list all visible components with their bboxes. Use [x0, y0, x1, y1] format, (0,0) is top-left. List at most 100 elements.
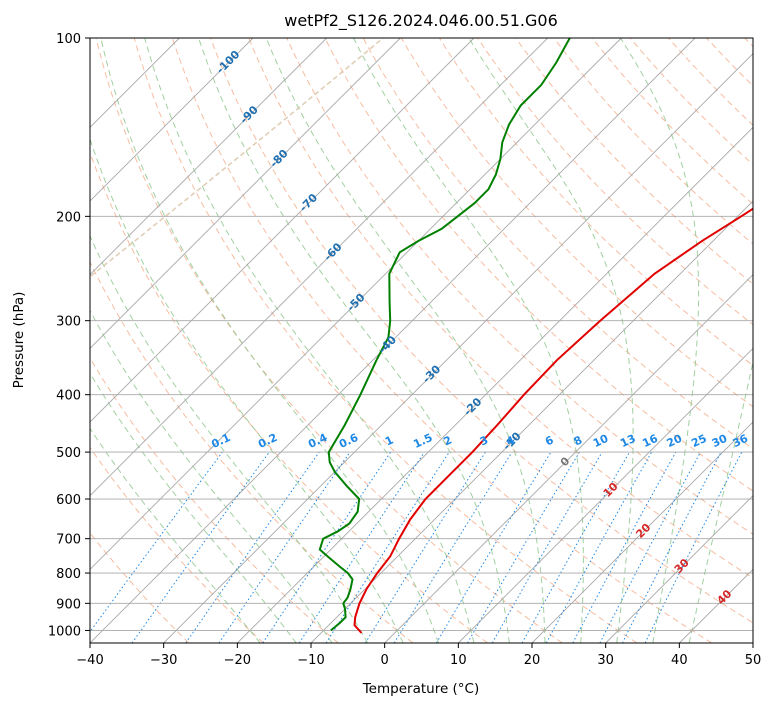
mixing-ratio-line [393, 451, 513, 643]
isotherm-label: 10 [601, 480, 621, 500]
mixing-ratio-label: 13 [618, 432, 637, 450]
background-lines [90, 38, 753, 643]
y-tick-label: 100 [56, 32, 81, 47]
mixing-ratio-line [599, 451, 701, 643]
isotherm-line [90, 38, 696, 643]
mixing-ratio-label: 2 [442, 433, 454, 448]
dewpoint-trace [318, 38, 571, 632]
isotherm-label: -20 [461, 395, 484, 418]
isotherm-line [90, 38, 548, 497]
isotherm-line [310, 200, 753, 643]
mixing-ratio-line [364, 451, 486, 643]
mixing-ratio-label: 16 [640, 432, 660, 450]
isotherm-line [90, 38, 327, 276]
mixing-ratio-line [218, 451, 351, 643]
moist-adiabat [100, 38, 439, 643]
y-tick-label: 600 [56, 493, 81, 508]
mixing-ratio-label: 6 [543, 433, 556, 448]
mixing-ratio-line [644, 451, 743, 643]
isotherm-label: -90 [237, 103, 260, 126]
y-axis-label: Pressure (hPa) [11, 292, 27, 389]
dry-adiabat [591, 38, 753, 205]
y-tick-label: 300 [56, 315, 81, 330]
isotherm-line [90, 38, 401, 349]
plot-frame [89, 37, 754, 644]
y-tick-label: 500 [56, 446, 81, 461]
mixing-ratio-label: 20 [665, 432, 685, 450]
dry-adiabat [553, 38, 753, 245]
moist-adiabat [265, 38, 546, 643]
x-axis: −40 −30 −20 −10 0 10 20 30 40 50 [76, 643, 761, 668]
isotherm-label: -100 [214, 48, 243, 77]
y-tick-label: 800 [56, 567, 81, 582]
x-tick-label: 50 [745, 653, 762, 668]
mixing-ratio-line [298, 451, 425, 643]
isotherm-label: -60 [321, 240, 344, 263]
moist-adiabat [468, 38, 634, 643]
isotherm-line [90, 38, 254, 202]
isotherm-line [458, 347, 753, 643]
isotherm-line [531, 421, 753, 643]
dry-adiabat [324, 38, 753, 492]
mixing-ratio-label: 30 [710, 432, 730, 450]
dry-adiabat [706, 38, 753, 87]
moist-adiabat [353, 38, 584, 643]
moist-adiabat [144, 38, 475, 643]
y-tick-label: 700 [56, 533, 81, 548]
x-tick-label: −20 [224, 653, 251, 668]
isotherm-label: -80 [267, 147, 290, 170]
mixing-ratio-label: 36 [731, 432, 751, 450]
moist-adiabat [688, 359, 753, 643]
mixing-ratio-label: 0.2 [256, 431, 279, 451]
y-tick-label: 400 [56, 389, 81, 404]
y-axis: 100 200 300 400 500 600 700 800 900 1000 [48, 32, 90, 639]
mixing-ratio-line [185, 451, 320, 643]
x-tick-label: −40 [76, 653, 103, 668]
moist-adiabat [90, 372, 297, 643]
data-traces [318, 38, 753, 634]
isotherm-line [384, 274, 753, 643]
x-tick-label: 40 [671, 653, 688, 668]
dry-adiabat [171, 38, 712, 643]
isotherm-label: -50 [344, 291, 367, 314]
dry-adiabat [286, 38, 753, 535]
isotherm-line [752, 642, 753, 643]
x-tick-label: −10 [297, 653, 324, 668]
x-tick-label: 0 [381, 653, 389, 668]
isotherm-label: 20 [633, 521, 653, 541]
background-curve [90, 38, 384, 278]
mixing-ratio-labels: 0.1 0.2 0.4 0.6 1 1.5 2 3 4 6 8 10 13 16 20 25 30 36 [209, 431, 750, 451]
moist-adiabat [620, 38, 700, 643]
chart-title: wetPf2_S126.2024.046.00.51.G06 [284, 11, 558, 31]
mixing-ratio-label: 1.5 [411, 431, 434, 451]
moist-adiabat [90, 137, 404, 643]
moist-adiabat [90, 309, 333, 643]
x-tick-label: 10 [450, 653, 467, 668]
mixing-ratio-label: 10 [591, 432, 611, 450]
isotherm-line [163, 53, 753, 643]
dry-adiabat [668, 38, 753, 126]
y-tick-label: 200 [56, 210, 81, 225]
x-tick-label: −30 [150, 653, 177, 668]
x-tick-label: 30 [597, 653, 614, 668]
mixing-ratio-label: 25 [689, 432, 708, 450]
moist-adiabat [90, 234, 369, 643]
mixing-ratio-label: 1 [383, 433, 395, 448]
mixing-ratio-line [131, 451, 270, 643]
y-tick-label: 900 [56, 597, 81, 612]
mixing-ratio-line [521, 451, 630, 643]
mixing-ratio-line [435, 451, 552, 643]
mixing-ratio-line [572, 451, 677, 643]
dry-adiabat [744, 38, 753, 48]
moist-adiabat [198, 38, 510, 643]
dry-adiabat [90, 260, 414, 643]
mixing-ratio-label: 0.4 [306, 431, 329, 451]
isotherm-line [90, 38, 622, 570]
dry-adiabat [95, 38, 563, 643]
dry-adiabat [90, 357, 339, 643]
mixing-ratio-line [545, 451, 653, 643]
mixing-ratio-label: 0.1 [209, 431, 232, 451]
dry-adiabat [515, 38, 753, 285]
isotherm-line [679, 568, 753, 643]
